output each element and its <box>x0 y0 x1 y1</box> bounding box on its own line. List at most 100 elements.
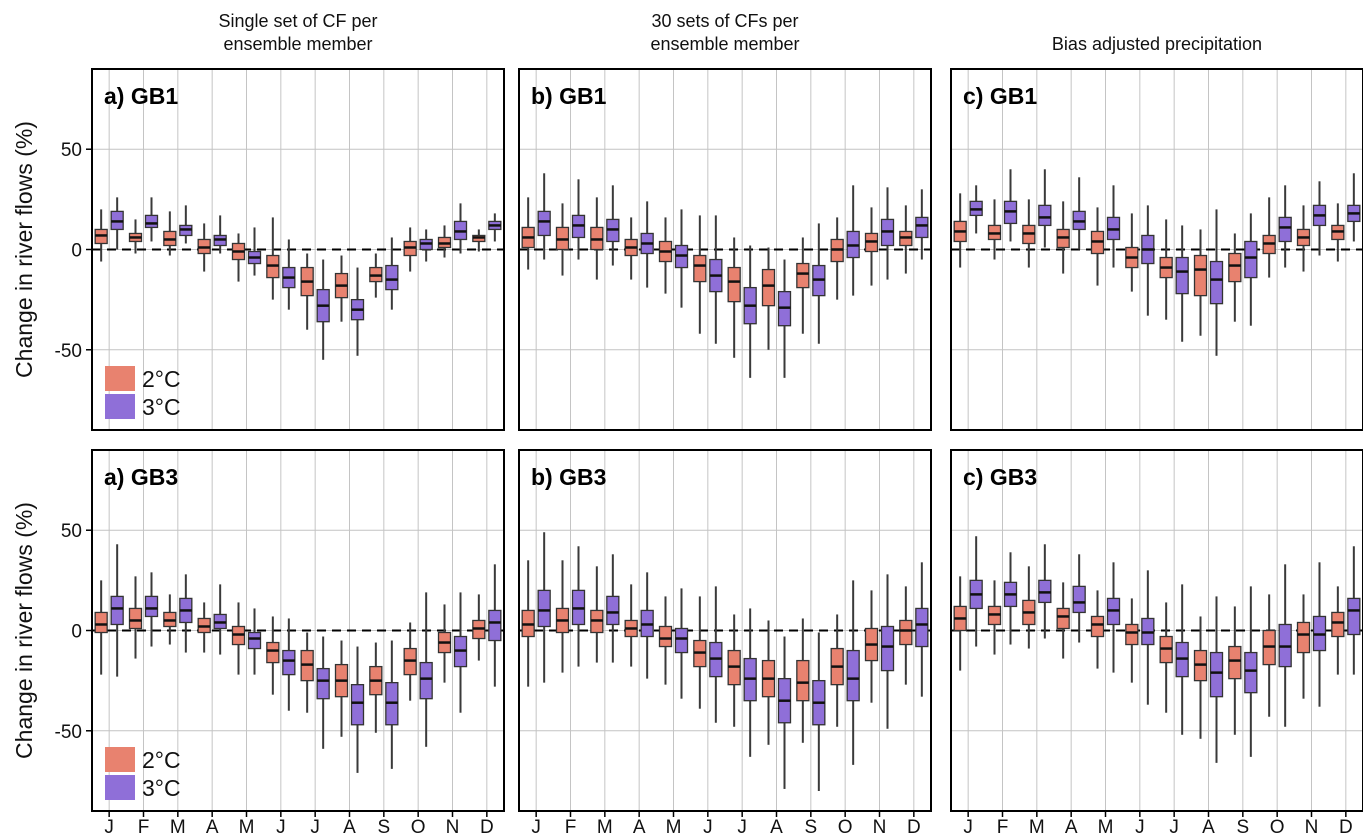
box-3c <box>674 627 689 654</box>
panel-frame <box>518 68 932 431</box>
panel-label: a) GB3 <box>104 464 178 490</box>
box-2c <box>1090 615 1105 638</box>
x-tick-label: J <box>1135 817 1145 838</box>
box-3c <box>1244 651 1258 694</box>
box-2c <box>796 262 810 289</box>
box-2c <box>1228 645 1242 680</box>
x-tick-label: J <box>104 817 114 838</box>
box-3c <box>282 649 296 676</box>
y-axis-labels: Change in river flows (%) Change in river… <box>11 121 37 759</box>
panel-label: c) GB3 <box>963 464 1037 490</box>
x-tick-label: N <box>873 817 887 838</box>
panel-a-gb1: a) GB1 -50 0 50 2°C3°C <box>55 68 505 431</box>
x-tick-label: A <box>1202 817 1215 838</box>
box-3c <box>537 589 551 628</box>
x-tick-label: M <box>170 817 186 838</box>
x-tick-label: F <box>138 817 150 838</box>
y-axis-label: Change in river flows (%) <box>11 502 37 759</box>
box-3c <box>1209 651 1224 698</box>
x-tick-label: A <box>1065 817 1078 838</box>
box-2c <box>899 619 913 646</box>
box-2c <box>128 607 143 630</box>
box-3c <box>110 595 124 626</box>
box-2c <box>94 611 108 634</box>
x-tick-label: J <box>310 817 320 838</box>
box-3c <box>385 264 399 291</box>
x-tick-label: M <box>666 817 682 838</box>
x-tick-label: M <box>239 817 255 838</box>
column-title-line: ensemble member <box>223 34 372 54</box>
x-tick-label: S <box>377 817 390 838</box>
y-tick-label: -50 <box>55 722 82 743</box>
panel-b-gb1: b) GB1 <box>518 68 932 431</box>
panel-frame <box>950 68 1363 431</box>
x-tick-label: J <box>531 817 541 838</box>
column-titles: Single set of CF per ensemble member 30 se… <box>218 11 1262 54</box>
y-tick-label: -50 <box>55 341 82 362</box>
box-3c <box>880 625 895 672</box>
legend: 2°C3°C <box>105 366 181 420</box>
panel-label: b) GB3 <box>531 464 606 490</box>
legend-label: 2°C <box>142 366 181 392</box>
x-tick-label: F <box>997 817 1009 838</box>
x-tick-label: J <box>737 817 747 838</box>
y-axis-label: Change in river flows (%) <box>11 121 37 378</box>
box-3c <box>846 649 860 702</box>
legend-label: 3°C <box>142 775 181 801</box>
y-tick-label: 0 <box>71 622 82 643</box>
panel-frame <box>518 449 932 812</box>
box-3c <box>144 595 159 618</box>
y-tick-label: 50 <box>61 521 82 542</box>
x-tick-label: J <box>963 817 973 838</box>
x-tick-label: A <box>206 817 219 838</box>
x-tick-label: S <box>1236 817 1249 838</box>
box-2c <box>1296 621 1311 654</box>
box-3c <box>1175 256 1189 295</box>
box-2c <box>266 641 280 664</box>
box-2c <box>761 268 776 307</box>
box-3c <box>419 661 433 700</box>
box-2c <box>1228 252 1242 283</box>
box-2c <box>796 659 810 702</box>
box-3c <box>915 607 929 648</box>
x-tick-label: M <box>1029 817 1045 838</box>
column-title-line: Bias adjusted precipitation <box>1052 34 1262 54</box>
x-tick-label: O <box>1270 817 1285 838</box>
box-3c <box>144 214 159 229</box>
y-tick-label: 50 <box>61 140 82 161</box>
box-3c <box>316 667 330 700</box>
x-tick-label: N <box>446 817 460 838</box>
column-title-line: ensemble member <box>650 34 799 54</box>
x-tick-label: A <box>633 817 646 838</box>
x-tick-label: M <box>597 817 613 838</box>
x-tick-label: A <box>343 817 356 838</box>
box-3c <box>1072 585 1086 614</box>
x-tick-label: J <box>703 817 713 838</box>
box-3c <box>606 595 620 626</box>
box-2c <box>1056 607 1070 630</box>
x-tick-label: D <box>907 817 921 838</box>
legend-swatch <box>105 747 135 772</box>
y-tick-label: 0 <box>71 241 82 262</box>
box-3c <box>537 210 551 237</box>
box-3c <box>350 684 365 726</box>
x-tick-label: J <box>1169 817 1179 838</box>
box-3c <box>488 609 502 642</box>
panel-c-gb1: c) GB1 <box>950 68 1363 431</box>
legend-label: 2°C <box>142 747 181 773</box>
box-3c <box>247 631 262 650</box>
x-tick-label: J <box>276 817 286 838</box>
box-2c <box>658 625 673 648</box>
x-tick-label: M <box>1098 817 1114 838</box>
x-tick-label: S <box>804 817 817 838</box>
panel-label: b) GB1 <box>531 83 607 109</box>
panel-label: c) GB1 <box>963 83 1037 109</box>
legend-swatch <box>105 394 135 419</box>
box-2c <box>727 266 741 303</box>
box-2c <box>1331 611 1345 638</box>
